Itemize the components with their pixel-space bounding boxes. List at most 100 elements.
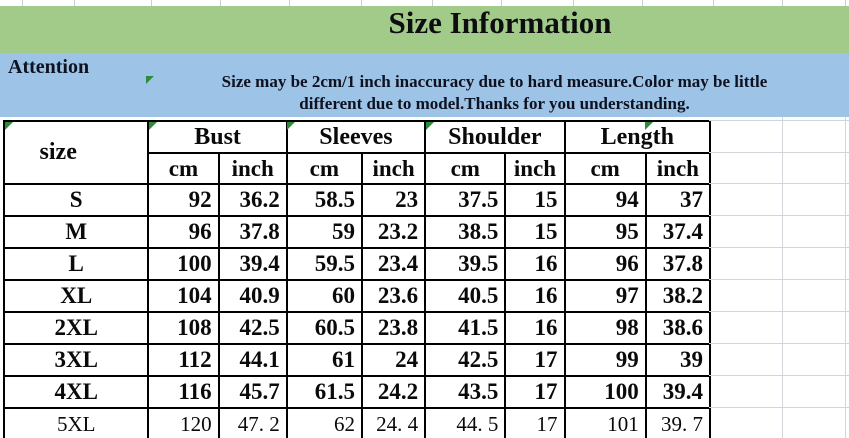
value-cell: 24. 4 bbox=[360, 407, 427, 438]
value-cell: 39.4 bbox=[644, 375, 712, 409]
size-column-header: size bbox=[2, 120, 150, 185]
value-cell: 45.7 bbox=[217, 375, 288, 409]
value-cell: 120 bbox=[147, 407, 220, 438]
unit-header-inch: inch bbox=[504, 152, 566, 185]
size-table: size Bust Sleeves Shoulder Length cm inc… bbox=[2, 120, 712, 438]
value-cell: 40.9 bbox=[217, 279, 288, 313]
size-cell: XL bbox=[2, 279, 150, 313]
table-row: L 100 39.4 59.5 23.4 39.5 16 96 37.8 bbox=[2, 247, 712, 281]
value-cell: 16 bbox=[504, 279, 566, 313]
value-cell: 24.2 bbox=[360, 375, 427, 409]
value-cell: 37.4 bbox=[644, 215, 712, 249]
value-cell: 17 bbox=[504, 375, 566, 409]
value-cell: 42.5 bbox=[217, 311, 288, 345]
value-cell: 44. 5 bbox=[424, 407, 507, 438]
value-cell: 38.6 bbox=[644, 311, 712, 345]
group-header-sleeves: Sleeves bbox=[285, 120, 427, 154]
value-cell: 116 bbox=[147, 375, 220, 409]
value-cell: 39.5 bbox=[424, 247, 507, 281]
value-cell: 47. 2 bbox=[217, 407, 288, 438]
group-header-length: Length bbox=[563, 120, 712, 154]
value-cell: 43.5 bbox=[424, 375, 507, 409]
attention-message: Size may be 2cm/1 inch inaccuracy due to… bbox=[140, 71, 849, 115]
size-cell: 4XL bbox=[2, 375, 150, 409]
page-title: Size Information bbox=[388, 5, 612, 40]
value-cell: 37.8 bbox=[217, 215, 288, 249]
value-cell: 99 bbox=[563, 343, 647, 377]
attention-banner bbox=[0, 53, 849, 117]
value-cell: 15 bbox=[504, 183, 566, 217]
value-cell: 61.5 bbox=[285, 375, 363, 409]
value-cell: 23.6 bbox=[360, 279, 427, 313]
value-cell: 59.5 bbox=[285, 247, 363, 281]
value-cell: 37 bbox=[644, 183, 712, 217]
table-row: 3XL 112 44.1 61 24 42.5 17 99 39 bbox=[2, 343, 712, 377]
cell-marker-icon bbox=[645, 122, 653, 130]
attention-label: Attention bbox=[8, 56, 90, 78]
value-cell: 39 bbox=[644, 343, 712, 377]
value-cell: 101 bbox=[563, 407, 647, 438]
size-cell: 3XL bbox=[2, 343, 150, 377]
size-cell: S bbox=[2, 183, 150, 217]
value-cell: 60 bbox=[285, 279, 363, 313]
value-cell: 38.2 bbox=[644, 279, 712, 313]
value-cell: 96 bbox=[147, 215, 220, 249]
value-cell: 37.5 bbox=[424, 183, 507, 217]
size-cell: 2XL bbox=[2, 311, 150, 345]
unit-header-inch: inch bbox=[644, 152, 712, 185]
value-cell: 108 bbox=[147, 311, 220, 345]
value-cell: 38.5 bbox=[424, 215, 507, 249]
group-header-shoulder: Shoulder bbox=[424, 120, 566, 154]
value-cell: 92 bbox=[147, 183, 220, 217]
value-cell: 58.5 bbox=[285, 183, 363, 217]
value-cell: 23.2 bbox=[360, 215, 427, 249]
value-cell: 37.8 bbox=[644, 247, 712, 281]
size-cell: 5XL bbox=[2, 407, 150, 438]
value-cell: 44.1 bbox=[217, 343, 288, 377]
table-row: 4XL 116 45.7 61.5 24.2 43.5 17 100 39.4 bbox=[2, 375, 712, 409]
value-cell: 100 bbox=[563, 375, 647, 409]
value-cell: 60.5 bbox=[285, 311, 363, 345]
table-row: S 92 36.2 58.5 23 37.5 15 94 37 bbox=[2, 183, 712, 217]
table-row: 5XL 120 47. 2 62 24. 4 44. 5 17 101 39. … bbox=[2, 407, 712, 438]
unit-header-inch: inch bbox=[360, 152, 427, 185]
value-cell: 16 bbox=[504, 311, 566, 345]
value-cell: 17 bbox=[504, 343, 566, 377]
cell-marker-icon bbox=[287, 122, 295, 130]
size-cell: L bbox=[2, 247, 150, 281]
size-cell: M bbox=[2, 215, 150, 249]
value-cell: 23.8 bbox=[360, 311, 427, 345]
value-cell: 15 bbox=[504, 215, 566, 249]
value-cell: 112 bbox=[147, 343, 220, 377]
value-cell: 23 bbox=[360, 183, 427, 217]
attention-line-1: Size may be 2cm/1 inch inaccuracy due to… bbox=[221, 72, 768, 91]
value-cell: 97 bbox=[563, 279, 647, 313]
value-cell: 61 bbox=[285, 343, 363, 377]
value-cell: 41.5 bbox=[424, 311, 507, 345]
value-cell: 36.2 bbox=[217, 183, 288, 217]
unit-header-cm: cm bbox=[563, 152, 647, 185]
value-cell: 16 bbox=[504, 247, 566, 281]
value-cell: 95 bbox=[563, 215, 647, 249]
value-cell: 59 bbox=[285, 215, 363, 249]
unit-header-cm: cm bbox=[147, 152, 220, 185]
value-cell: 17 bbox=[504, 407, 566, 438]
title-banner bbox=[0, 6, 849, 53]
cell-marker-icon bbox=[426, 122, 434, 130]
table-row: M 96 37.8 59 23.2 38.5 15 95 37.4 bbox=[2, 215, 712, 249]
value-cell: 24 bbox=[360, 343, 427, 377]
value-cell: 23.4 bbox=[360, 247, 427, 281]
value-cell: 98 bbox=[563, 311, 647, 345]
value-cell: 40.5 bbox=[424, 279, 507, 313]
cell-marker-icon bbox=[5, 122, 13, 130]
value-cell: 62 bbox=[285, 407, 363, 438]
unit-header-cm: cm bbox=[285, 152, 363, 185]
unit-header-cm: cm bbox=[424, 152, 507, 185]
cell-marker-icon bbox=[149, 122, 157, 130]
unit-header-inch: inch bbox=[217, 152, 288, 185]
value-cell: 42.5 bbox=[424, 343, 507, 377]
table-row: XL 104 40.9 60 23.6 40.5 16 97 38.2 bbox=[2, 279, 712, 313]
value-cell: 104 bbox=[147, 279, 220, 313]
attention-line-2: different due to model.Thanks for you un… bbox=[299, 94, 690, 113]
